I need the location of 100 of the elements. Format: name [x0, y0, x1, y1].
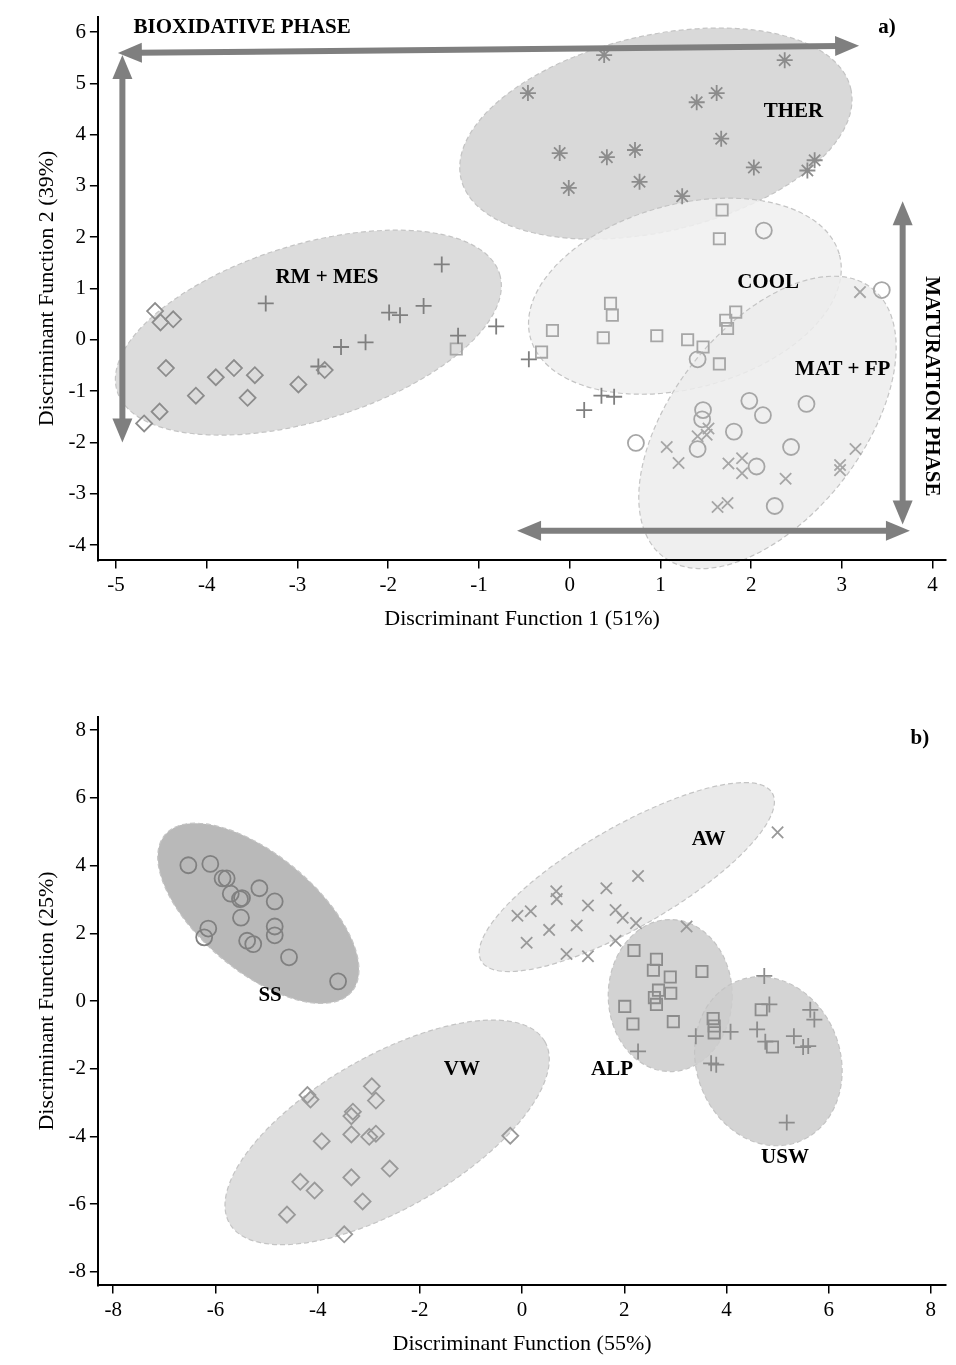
x-tick-label: 1	[655, 571, 666, 596]
point	[711, 500, 725, 514]
point	[592, 386, 611, 405]
point	[725, 422, 743, 441]
x-tick-label: -5	[107, 571, 125, 596]
point	[754, 1003, 768, 1017]
x-tick-label: -6	[206, 1296, 225, 1321]
point	[782, 438, 800, 456]
point	[650, 329, 664, 343]
point	[630, 172, 649, 191]
point	[649, 997, 663, 1011]
point	[779, 472, 793, 486]
y-tick-label: -2	[68, 1055, 86, 1080]
x-tick-label: -4	[198, 571, 217, 596]
point	[238, 931, 257, 950]
point	[213, 869, 232, 888]
point	[765, 1040, 780, 1054]
x-axis-title: Discriminant Function (55%)	[392, 1329, 652, 1355]
point	[729, 305, 743, 319]
x-tick-label: -2	[379, 571, 397, 596]
point	[519, 350, 538, 369]
annotation: RM + MES	[275, 264, 379, 289]
point	[289, 375, 308, 394]
annotation: COOL	[737, 269, 799, 294]
point	[150, 402, 169, 421]
point	[329, 972, 347, 991]
point	[519, 84, 537, 102]
point	[380, 1159, 399, 1178]
point	[366, 1124, 385, 1143]
point	[777, 1113, 796, 1132]
y-tick-label: 6	[75, 784, 86, 809]
point	[805, 151, 824, 170]
point	[797, 395, 816, 413]
y-tick-label: 2	[75, 223, 86, 248]
point	[245, 366, 264, 385]
point	[301, 1090, 320, 1109]
point	[687, 93, 706, 112]
y-tick-label: -3	[68, 480, 86, 505]
point	[696, 340, 710, 354]
point	[626, 141, 644, 159]
point	[596, 331, 610, 345]
point	[315, 361, 334, 379]
point	[206, 368, 225, 387]
point	[353, 1192, 372, 1211]
point	[626, 1017, 640, 1031]
x-tick-label: -2	[411, 1296, 429, 1321]
point	[575, 401, 594, 419]
point	[344, 1102, 362, 1121]
point	[366, 1091, 385, 1110]
y-axis-title: Discriminant Function 2 (39%)	[32, 150, 58, 427]
point	[342, 1168, 361, 1187]
point	[720, 496, 735, 510]
point	[520, 936, 534, 950]
point	[744, 158, 763, 177]
point	[666, 1015, 680, 1029]
annotation: a)	[878, 13, 896, 38]
point	[570, 918, 584, 933]
point	[362, 1077, 381, 1096]
point	[805, 1010, 824, 1029]
point	[740, 391, 759, 410]
point	[609, 934, 623, 948]
point	[201, 854, 220, 873]
annotation: b)	[910, 724, 930, 749]
point	[707, 1026, 721, 1040]
point	[707, 1019, 721, 1033]
point	[186, 386, 205, 405]
point	[238, 388, 257, 407]
point	[280, 948, 298, 967]
point	[647, 991, 661, 1005]
x-tick-label: 4	[927, 571, 939, 596]
point	[715, 203, 729, 217]
point	[609, 903, 623, 917]
annotation: MATURATION PHASE	[920, 276, 945, 497]
point	[360, 1127, 379, 1146]
annotation: MAT + FP	[795, 356, 891, 381]
x-tick-label: 8	[925, 1296, 937, 1321]
point	[309, 357, 328, 376]
point	[673, 187, 692, 206]
point	[720, 321, 735, 336]
point	[599, 881, 613, 895]
y-tick-label: 0	[75, 987, 86, 1012]
point	[853, 285, 867, 299]
point	[651, 983, 666, 997]
annotation: ALP	[590, 1055, 634, 1080]
point	[581, 949, 595, 963]
x-tick-label: 6	[823, 1296, 834, 1321]
point	[664, 986, 678, 1000]
annotation: USW	[761, 1143, 809, 1168]
point	[603, 296, 618, 310]
point	[335, 1225, 354, 1244]
annotation: BIOXIDATIVE PHASE	[133, 13, 351, 38]
point	[157, 359, 175, 377]
point	[712, 232, 726, 246]
point	[250, 879, 269, 898]
point	[559, 947, 574, 961]
point	[524, 904, 538, 918]
point	[487, 317, 506, 336]
point	[581, 898, 595, 913]
y-tick-label: 2	[75, 919, 86, 944]
x-tick-label: -1	[470, 571, 488, 596]
